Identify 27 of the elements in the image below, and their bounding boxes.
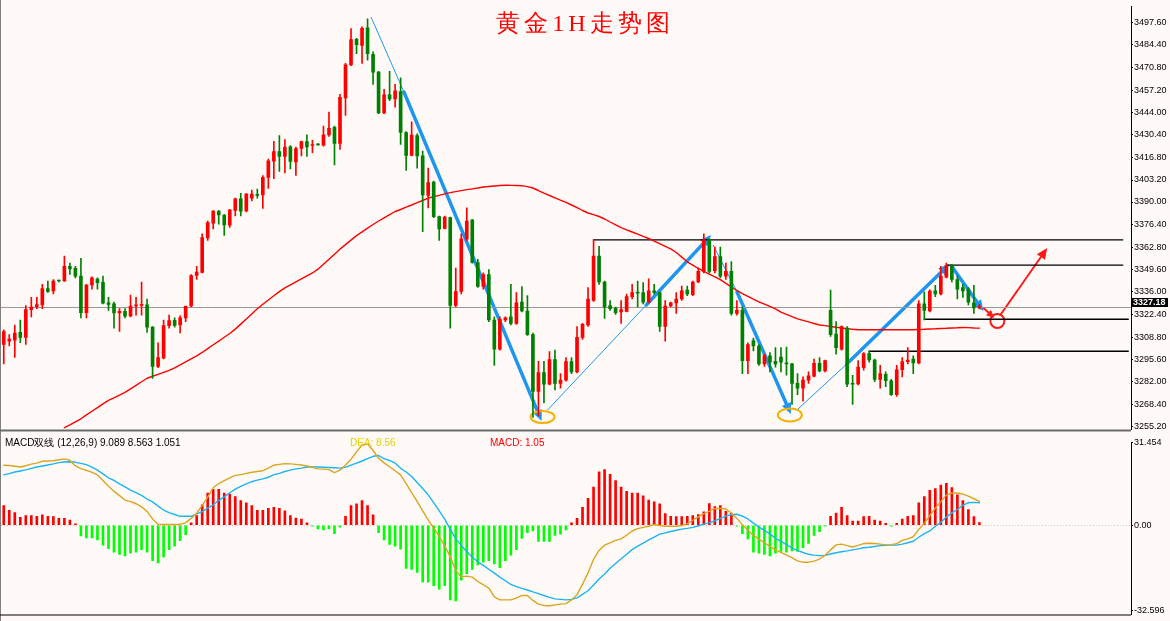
chart-title: 黄金1H走势图 xyxy=(496,10,674,37)
y-tick-label: 3430.40 xyxy=(1134,129,1167,140)
y-tick-label: 3457.20 xyxy=(1134,84,1167,95)
y-tick-label: 3362.80 xyxy=(1134,241,1167,252)
y-tick-label: 3282.00 xyxy=(1134,376,1167,387)
annotation: DEA: 8.56 xyxy=(350,436,397,448)
y-tick-label: 3470.80 xyxy=(1134,61,1167,72)
y-tick-label: 3416.80 xyxy=(1134,151,1167,162)
y-tick-label: 3268.40 xyxy=(1134,399,1167,410)
y-tick-label: 3444.00 xyxy=(1134,106,1167,117)
y-tick-label: 3376.40 xyxy=(1134,219,1167,230)
y-tick-label: -32.596 xyxy=(1134,605,1165,616)
y-tick-label: 3484.40 xyxy=(1134,39,1167,50)
y-tick-label: 3295.60 xyxy=(1134,353,1167,364)
y-tick-label: 3497.60 xyxy=(1134,17,1167,28)
y-tick-label: 3349.60 xyxy=(1134,263,1167,274)
annotation: MACD: 1.05 xyxy=(490,436,545,448)
chart-title: MACD双线 (12,26,9) 9.089 8.563 1.051 xyxy=(5,436,182,448)
y-tick-label: 3336.00 xyxy=(1134,286,1167,297)
y-tick-label: 3255.20 xyxy=(1134,421,1167,432)
ref-line-label: 3327.18 xyxy=(1133,296,1166,307)
y-tick-label: 3403.20 xyxy=(1134,174,1167,185)
y-tick-label: 3308.80 xyxy=(1134,331,1167,342)
y-tick-label: 31.454 xyxy=(1134,437,1162,448)
y-tick-label: 0.00 xyxy=(1134,519,1152,530)
y-tick-label: 3322.40 xyxy=(1134,309,1167,320)
y-tick-label: 3390.00 xyxy=(1134,196,1167,207)
